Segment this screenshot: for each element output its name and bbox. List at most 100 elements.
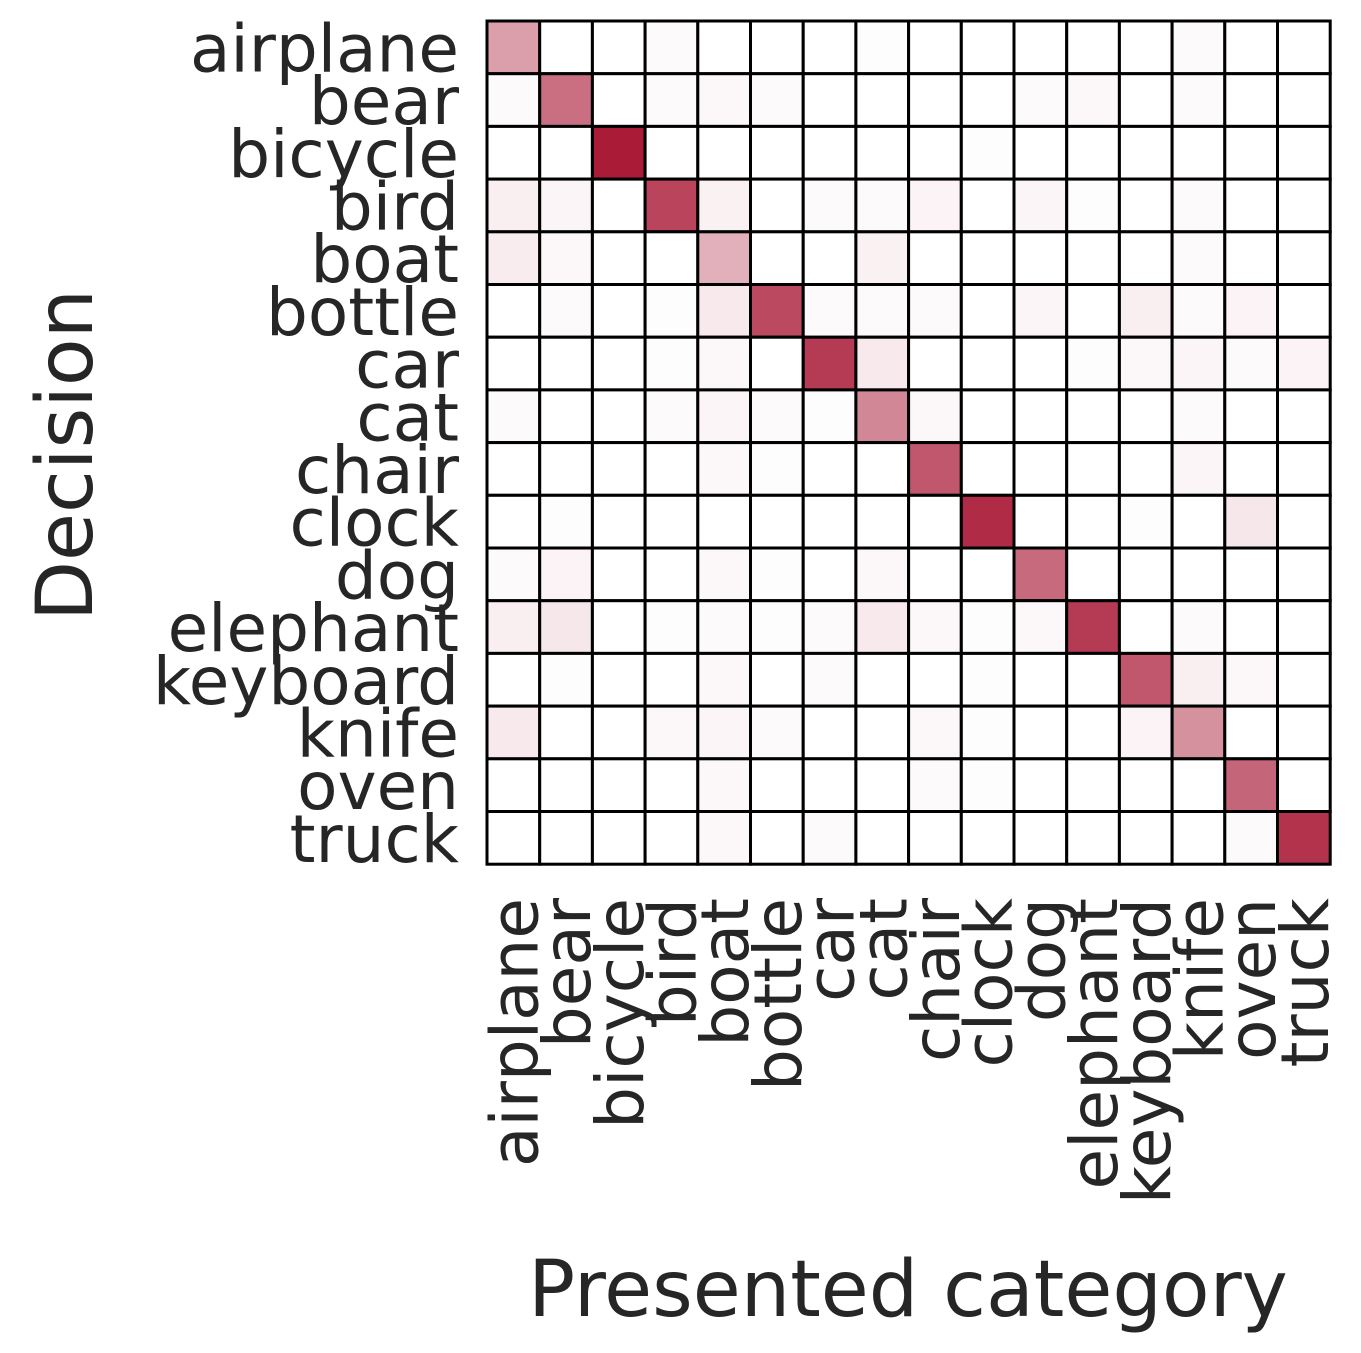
heatmap-cell-car-oven [1223,335,1280,392]
heatmap-cell-cat-cat [854,388,911,445]
heatmap-cell-bicycle-car [801,124,858,181]
heatmap-cell-cat-bird [643,388,700,445]
heatmap-cell-clock-clock [959,493,1016,550]
heatmap-cell-keyboard-cat [854,651,911,708]
heatmap-cell-cat-truck [1276,388,1332,445]
heatmap-cell-elephant-chair [907,599,963,655]
heatmap-cell-chair-bird [643,441,700,497]
heatmap-cell-airplane-bear [538,19,594,76]
heatmap-cell-bottle-truck [1276,283,1332,339]
y-tick-label-bicycle: bicycle [228,116,459,193]
heatmap-cell-bear-bear [538,72,594,128]
heatmap-cell-knife-boat [696,704,752,761]
heatmap-cell-truck-elephant [1065,810,1121,866]
heatmap-cell-bicycle-bottle [749,124,805,181]
x-tick-labels: airplanebearbicyclebirdboatbottlecarcatc… [476,897,1344,1204]
heatmap-cell-boat-bear [538,230,594,287]
heatmap-cell-clock-oven [1223,493,1280,550]
heatmap-cell-knife-bottle [749,704,805,761]
heatmap-cell-truck-keyboard [1117,810,1174,866]
heatmap-cell-keyboard-elephant [1065,651,1121,708]
heatmap-cell-elephant-bottle [749,599,805,655]
heatmap-cell-truck-clock [959,810,1016,866]
heatmap-cell-clock-boat [696,493,752,550]
x-tick-label-bottle: bottle [740,898,817,1091]
heatmap-cell-dog-bottle [749,546,805,603]
heatmap-cell-car-chair [907,335,963,392]
heatmap-cell-car-keyboard [1117,335,1174,392]
heatmap-cell-bird-airplane [485,177,542,234]
y-axis-label: Decision [21,289,111,621]
heatmap-cell-chair-oven [1223,441,1280,497]
heatmap-cell-clock-car [801,493,858,550]
heatmap-cell-dog-boat [696,546,752,603]
heatmap-cell-oven-keyboard [1117,757,1174,813]
heatmap-cell-bottle-car [801,283,858,339]
heatmap-cell-bear-boat [696,72,752,128]
heatmap-cell-cat-bear [538,388,594,445]
x-tick-label-cat: cat [845,898,922,1001]
y-tick-label-keyboard: keyboard [153,643,459,720]
heatmap-cell-boat-chair [907,230,963,287]
heatmap-cell-bird-chair [907,177,963,234]
heatmap-cell-cat-clock [959,388,1016,445]
heatmap-cell-bicycle-chair [907,124,963,181]
heatmap-cell-elephant-bird [643,599,700,655]
heatmap-cell-bear-elephant [1065,72,1121,128]
heatmap-cell-oven-chair [907,757,963,813]
heatmap-cell-car-car [801,335,858,392]
y-tick-label-car: car [355,327,460,404]
heatmap-cell-keyboard-bird [643,651,700,708]
y-tick-label-cat: cat [356,379,459,456]
heatmap-cell-chair-elephant [1065,441,1121,497]
heatmap-cell-bottle-bicycle [590,283,647,339]
heatmap-cell-dog-bicycle [590,546,647,603]
heatmap-cell-chair-clock [959,441,1016,497]
y-tick-label-knife: knife [297,695,459,772]
heatmap-cell-truck-truck [1276,810,1332,866]
heatmap-cell-dog-knife [1170,546,1227,603]
heatmap-cell-keyboard-oven [1223,651,1280,708]
heatmap-cell-boat-elephant [1065,230,1121,287]
heatmap-cell-bird-oven [1223,177,1280,234]
heatmap-cell-bottle-boat [696,283,752,339]
heatmap-cell-dog-cat [854,546,911,603]
heatmap-cell-boat-bicycle [590,230,647,287]
heatmap-cell-bottle-knife [1170,283,1227,339]
heatmap-cell-bird-keyboard [1117,177,1174,234]
heatmap-cell-bicycle-bicycle [590,124,647,181]
heatmap-cell-keyboard-bottle [749,651,805,708]
x-tick-label-chair: chair [898,897,975,1062]
heatmap-cell-oven-cat [854,757,911,813]
heatmap-cell-clock-keyboard [1117,493,1174,550]
heatmap-cell-car-bottle [749,335,805,392]
heatmap-cell-car-bicycle [590,335,647,392]
heatmap-cell-bear-bottle [749,72,805,128]
heatmap-cell-car-elephant [1065,335,1121,392]
heatmap-cell-clock-cat [854,493,911,550]
heatmap-cell-bear-keyboard [1117,72,1174,128]
heatmap-cell-knife-clock [959,704,1016,761]
heatmap-cell-keyboard-dog [1012,651,1069,708]
heatmap-cell-keyboard-car [801,651,858,708]
heatmap-cell-bear-dog [1012,72,1069,128]
heatmap-cell-clock-knife [1170,493,1227,550]
heatmap-cell-dog-bear [538,546,594,603]
heatmap-cell-knife-bear [538,704,594,761]
y-tick-label-truck: truck [290,801,460,878]
heatmap-cell-bear-cat [854,72,911,128]
heatmap-cell-chair-keyboard [1117,441,1174,497]
heatmap-cell-truck-boat [696,810,752,866]
heatmap-cell-chair-bear [538,441,594,497]
y-tick-label-clock: clock [289,485,459,562]
heatmap-cell-clock-airplane [485,493,542,550]
heatmap-cell-elephant-elephant [1065,599,1121,655]
heatmap-cell-bird-bird [643,177,700,234]
y-tick-label-dog: dog [335,537,459,614]
heatmap-cell-chair-boat [696,441,752,497]
heatmap-cell-bottle-clock [959,283,1016,339]
heatmap-cell-oven-elephant [1065,757,1121,813]
heatmap-cell-bird-knife [1170,177,1227,234]
heatmap-cell-boat-truck [1276,230,1332,287]
y-tick-label-chair: chair [295,432,460,509]
